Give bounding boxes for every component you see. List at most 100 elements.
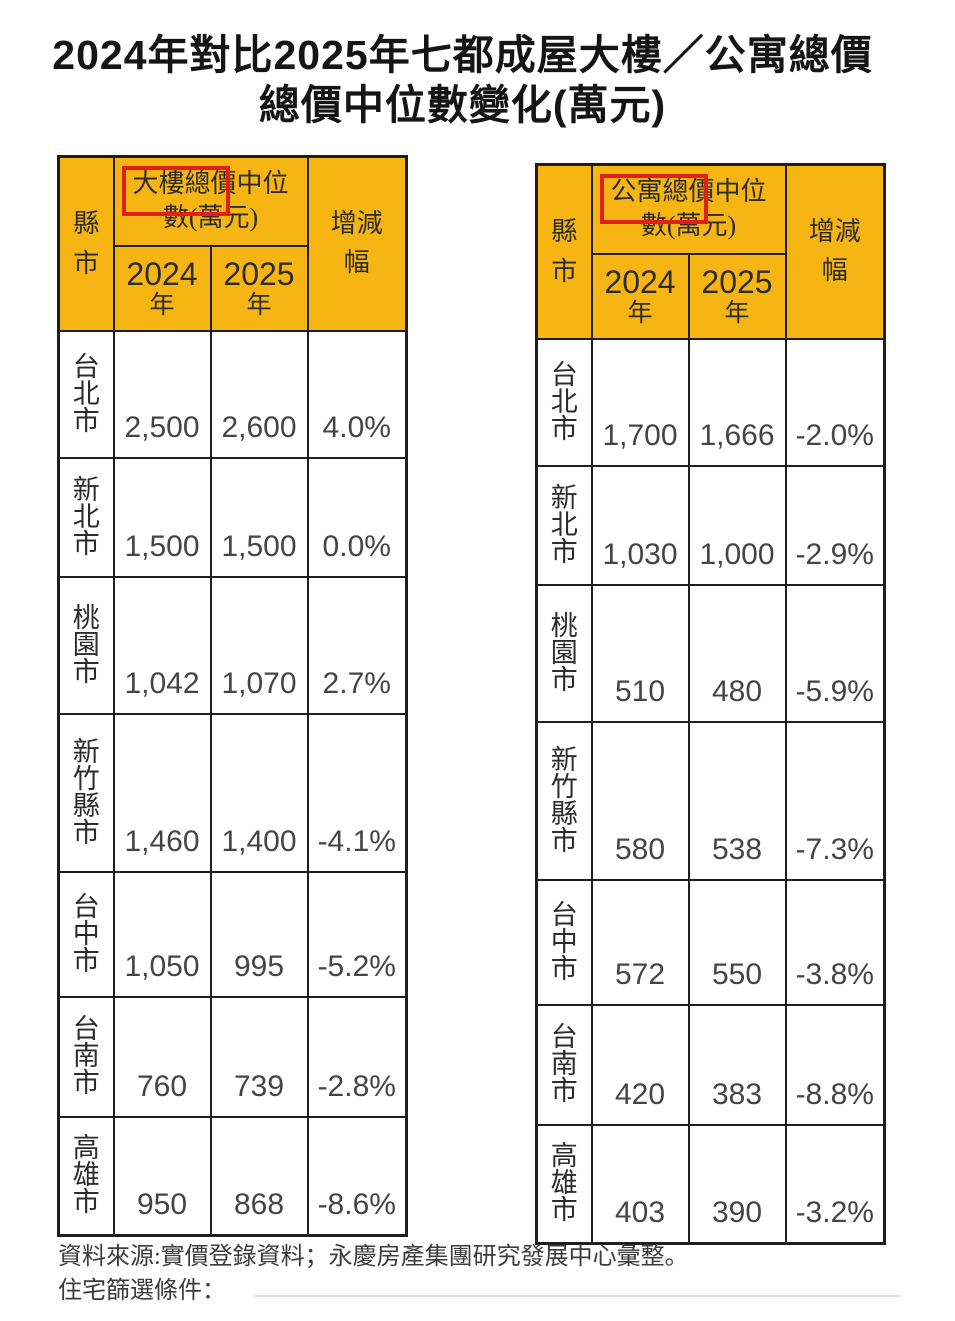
- change-pct: -8.6%: [306, 1115, 408, 1237]
- value-2025: 1,500: [209, 456, 309, 578]
- change-pct: -2.0%: [784, 337, 886, 467]
- year-2025-header-cell: 2025 年: [209, 244, 309, 332]
- value-2024: 420: [590, 1003, 690, 1126]
- value-2024: 1,050: [112, 870, 212, 998]
- table-row: 新竹縣市 580 538 -7.3%: [535, 720, 886, 881]
- metric-line2: 數(萬元): [640, 210, 737, 240]
- city-label: 新竹縣市: [72, 736, 100, 848]
- value-2025: 1,000: [687, 464, 787, 586]
- city-label: 新竹縣市: [550, 744, 578, 856]
- table-row: 桃園市 510 480 -5.9%: [535, 583, 886, 723]
- year-2025-label: 2025: [223, 256, 295, 292]
- value-2025: 383: [687, 1003, 787, 1126]
- page-title: 2024年對比2025年七都成屋大樓／公寓總價 總價中位數變化(萬元): [0, 30, 925, 130]
- change-pct: 4.0%: [306, 329, 408, 459]
- change-header-cell: 增減 幅: [306, 155, 408, 332]
- apartment-price-table: 縣市 公寓總價中位 數(萬元) 增減 幅: [535, 163, 886, 1245]
- year-suffix: 年: [724, 300, 750, 327]
- change-header-cell: 增減 幅: [784, 163, 886, 340]
- table-row: 新竹縣市 1,460 1,400 -4.1%: [57, 712, 408, 873]
- change-pct: -7.3%: [784, 720, 886, 881]
- page-title-line2: 總價中位數變化(萬元): [258, 82, 667, 129]
- county-header-label: 縣市: [551, 216, 578, 286]
- change-pct: -5.9%: [784, 583, 886, 723]
- value-2025: 1,666: [687, 337, 787, 467]
- change-pct: -5.2%: [306, 870, 408, 998]
- year-suffix: 年: [246, 292, 272, 319]
- value-2025: 2,600: [209, 329, 309, 459]
- value-2024: 2,500: [112, 329, 212, 459]
- metric-line1: 大樓總價中位: [132, 169, 289, 199]
- value-2025: 390: [687, 1123, 787, 1245]
- value-2024: 1,030: [590, 464, 690, 586]
- apartment-metric-header-cell: 公寓總價中位 數(萬元): [590, 163, 787, 255]
- year-suffix: 年: [627, 300, 653, 327]
- city-label: 台南市: [72, 1014, 100, 1098]
- table-row: 台南市 760 739 -2.8%: [57, 995, 408, 1118]
- value-2024: 1,700: [590, 337, 690, 467]
- county-header-cell: 縣市: [57, 155, 115, 332]
- year-2025-header-cell: 2025 年: [687, 252, 787, 340]
- change-pct: 0.0%: [306, 456, 408, 578]
- city-label: 台中市: [72, 891, 100, 976]
- change-pct: -8.8%: [784, 1003, 886, 1126]
- year-2024-label: 2024: [126, 256, 198, 292]
- value-2025: 995: [209, 870, 309, 998]
- value-2024: 760: [112, 995, 212, 1118]
- year-suffix: 年: [149, 292, 175, 319]
- change-pct: -2.8%: [306, 995, 408, 1118]
- metric-line1: 公寓總價中位: [610, 177, 767, 207]
- value-2024: 403: [590, 1123, 690, 1245]
- page-title-line1: 2024年對比2025年七都成屋大樓／公寓總價: [52, 32, 873, 78]
- year-2025-label: 2025: [701, 264, 773, 300]
- source-note-line1: 資料來源:實價登錄資料；永慶房產集團研究發展中心彙整。: [58, 1244, 689, 1270]
- value-2025: 538: [687, 720, 787, 881]
- county-header-cell: 縣市: [535, 163, 593, 340]
- city-label: 台南市: [550, 1022, 578, 1106]
- source-note: 資料來源:實價登錄資料；永慶房產集團研究發展中心彙整。 住宅篩選條件：: [58, 1240, 918, 1308]
- building-price-table: 縣市 大樓總價中位 數(萬元) 增減 幅: [57, 155, 408, 1237]
- value-2024: 950: [112, 1115, 212, 1237]
- change-pct: -2.9%: [784, 464, 886, 586]
- value-2024: 580: [590, 720, 690, 881]
- value-2025: 480: [687, 583, 787, 723]
- year-2024-label: 2024: [604, 264, 676, 300]
- change-header-line2: 幅: [343, 248, 370, 278]
- value-2025: 868: [209, 1115, 309, 1237]
- city-label: 台北市: [550, 359, 578, 444]
- change-header-line1: 增減: [808, 217, 861, 247]
- value-2024: 572: [590, 878, 690, 1006]
- city-label: 桃園市: [550, 610, 578, 695]
- table-row: 台北市 1,700 1,666 -2.0%: [535, 337, 886, 467]
- city-label: 新北市: [72, 474, 100, 559]
- change-header-line2: 幅: [821, 256, 848, 286]
- city-label: 高雄市: [550, 1141, 578, 1226]
- change-pct: -3.2%: [784, 1123, 886, 1245]
- table-row: 桃園市 1,042 1,070 2.7%: [57, 575, 408, 715]
- change-pct: -3.8%: [784, 878, 886, 1006]
- county-header-label: 縣市: [73, 208, 100, 278]
- table-row: 台南市 420 383 -8.8%: [535, 1003, 886, 1126]
- city-label: 新北市: [550, 482, 578, 567]
- city-label: 高雄市: [72, 1133, 100, 1218]
- value-2025: 1,400: [209, 712, 309, 873]
- table-row: 台中市 572 550 -3.8%: [535, 878, 886, 1006]
- table-row: 高雄市 950 868 -8.6%: [57, 1115, 408, 1237]
- value-2025: 739: [209, 995, 309, 1118]
- table-row: 台北市 2,500 2,600 4.0%: [57, 329, 408, 459]
- divider: [255, 1295, 900, 1297]
- table-row: 台中市 1,050 995 -5.2%: [57, 870, 408, 998]
- value-2025: 1,070: [209, 575, 309, 715]
- city-label: 台中市: [550, 899, 578, 984]
- table-row: 高雄市 403 390 -3.2%: [535, 1123, 886, 1245]
- change-header-line1: 增減: [330, 209, 383, 239]
- value-2025: 550: [687, 878, 787, 1006]
- change-pct: 2.7%: [306, 575, 408, 715]
- value-2024: 1,460: [112, 712, 212, 873]
- city-label: 桃園市: [72, 602, 100, 687]
- source-note-line2: 住宅篩選條件：: [58, 1278, 226, 1305]
- building-metric-header-cell: 大樓總價中位 數(萬元): [112, 155, 309, 247]
- metric-line2: 數(萬元): [162, 202, 259, 232]
- value-2024: 1,500: [112, 456, 212, 578]
